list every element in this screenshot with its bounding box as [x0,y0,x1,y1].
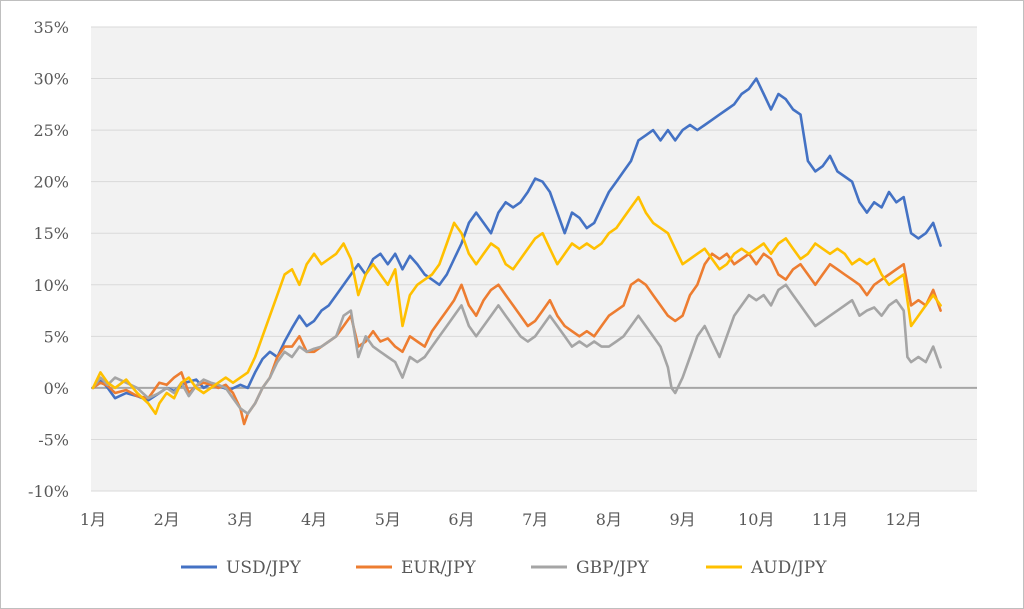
legend-label: EUR/JPY [401,558,477,578]
x-tick-label: 2月 [154,510,180,529]
x-tick-label: 4月 [301,510,327,529]
y-tick-label: 35% [33,18,69,37]
y-tick-label: 15% [33,224,69,243]
plot-area [91,27,977,491]
x-tick-label: 12月 [886,510,922,529]
legend-label: USD/JPY [226,558,302,578]
y-tick-label: -5% [38,430,69,449]
series-line-usd-jpy [91,77,942,402]
x-tick-label: 11月 [812,510,848,529]
x-tick-label: 3月 [227,510,253,529]
legend-label: AUD/JPY [750,558,827,578]
y-tick-label: 10% [33,276,69,295]
y-axis: 35% 30% 25% 20% 15% 10% 5% 0% -5% -10% [28,18,69,501]
x-tick-label: 8月 [596,510,622,529]
gridlines [91,26,977,492]
series-lines [91,77,942,426]
y-tick-label: 30% [33,70,69,89]
x-tick-label: 10月 [738,510,774,529]
x-tick-label: 6月 [448,510,474,529]
y-tick-label: -10% [28,482,69,501]
series-line-eur-jpy [91,252,942,426]
y-tick-label: 0% [44,379,69,398]
x-tick-label: 1月 [80,510,106,529]
x-tick-label: 5月 [375,510,401,529]
x-tick-label: 7月 [522,510,548,529]
x-tick-label: 9月 [670,510,696,529]
y-tick-label: 5% [44,327,69,346]
series-line-gbp-jpy [91,283,942,415]
y-tick-label: 20% [33,173,69,192]
y-tick-label: 25% [33,121,69,140]
x-axis: 1月 2月 3月 4月 5月 6月 7月 8月 9月 10月 11月 12月 [80,510,922,529]
legend-label: GBP/JPY [576,558,649,578]
series-line-aud-jpy [91,195,942,415]
legend: USD/JPY EUR/JPY GBP/JPY AUD/JPY [181,558,827,578]
